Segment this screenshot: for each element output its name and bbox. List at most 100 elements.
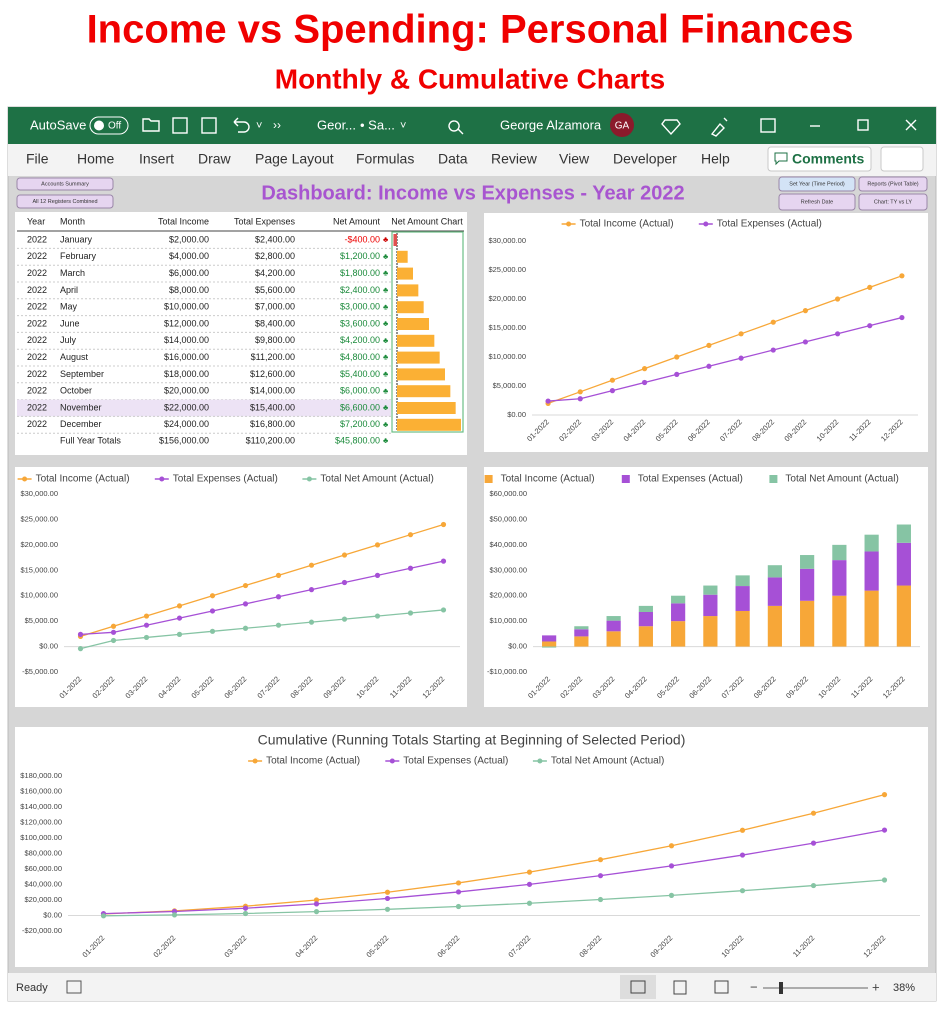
table-cell: $4,000.00 — [169, 251, 209, 261]
table-cell: $7,000.00 — [255, 302, 295, 312]
open-icon[interactable] — [142, 118, 160, 132]
save-icon[interactable] — [172, 117, 188, 134]
page-layout-icon[interactable] — [673, 980, 687, 995]
pen-icon[interactable] — [710, 117, 728, 137]
dashboard-button-label[interactable]: Refresh Date — [801, 199, 833, 205]
y-tick-label: $10,000.00 — [488, 352, 526, 361]
menu-item[interactable]: Developer — [613, 151, 677, 167]
table-cell: -$400.00 — [344, 234, 380, 244]
net-icon: ♣ — [383, 319, 389, 328]
dashboard-button[interactable] — [16, 177, 114, 191]
y-tick-label: $30,000.00 — [20, 489, 58, 498]
data-point — [455, 889, 462, 895]
menu-item[interactable]: Formulas — [356, 151, 414, 167]
data-point — [810, 840, 817, 846]
legend-label: Total Net Amount (Actual) — [551, 756, 664, 767]
menu-item[interactable]: Home — [77, 151, 115, 167]
dashboard-button-label[interactable]: Set Year (Time Period) — [789, 181, 845, 187]
data-point — [706, 363, 712, 369]
menu-item[interactable]: View — [559, 151, 590, 167]
bar-segment — [864, 590, 879, 647]
data-point — [242, 905, 249, 911]
y-tick-label: $25,000.00 — [20, 514, 58, 523]
table-cell: $6,000.00 — [340, 386, 380, 396]
data-point — [668, 843, 675, 849]
data-point — [609, 388, 616, 394]
dashboard-button-label[interactable]: All 12 Registers Combined — [32, 199, 97, 205]
table-cell: $14,000.00 — [250, 386, 295, 396]
net-icon: ♣ — [383, 403, 389, 412]
series-line — [548, 316, 903, 402]
page-break-icon[interactable] — [714, 980, 729, 994]
bar-segment — [767, 577, 782, 606]
status-bar — [8, 973, 936, 1001]
y-tick-label: $140,000.00 — [20, 802, 62, 811]
dashboard-button-label[interactable]: Chart: TY vs LY — [874, 199, 913, 205]
zoom-in[interactable]: + — [872, 979, 880, 994]
bar-segment — [767, 565, 782, 578]
diamond-icon[interactable] — [661, 119, 681, 136]
table-cell: 2022 — [27, 386, 47, 396]
dashboard-button[interactable] — [778, 193, 856, 211]
dashboard-button-label[interactable]: Reports (Pivot Table) — [867, 181, 918, 187]
bar-segment — [735, 575, 750, 587]
ribbon-icon[interactable] — [760, 118, 776, 133]
zoom-out[interactable]: − — [750, 979, 758, 994]
dashboard-button[interactable] — [858, 176, 928, 192]
undo-icon[interactable] — [233, 117, 250, 133]
toggle-state: Off — [108, 121, 121, 132]
y-tick-label: $160,000.00 — [20, 786, 62, 795]
dropdown-caret[interactable]: ˅ — [256, 120, 262, 132]
table-header: Year — [27, 216, 45, 226]
normal-view-active[interactable] — [620, 975, 656, 999]
share-button[interactable] — [880, 146, 924, 172]
quick-access-icons — [142, 117, 917, 137]
macro-icon[interactable] — [66, 980, 82, 994]
menu-item[interactable]: Review — [491, 151, 538, 167]
table-cell: July — [60, 335, 77, 345]
data-point — [407, 610, 414, 616]
y-tick-label: $15,000.00 — [20, 565, 58, 574]
user-avatar[interactable] — [610, 113, 634, 137]
search-icon[interactable] — [448, 120, 464, 135]
bar-segment — [606, 620, 621, 632]
maximize-icon[interactable] — [857, 119, 869, 131]
chart-panel — [15, 727, 928, 967]
normal-view-icon[interactable] — [630, 980, 646, 994]
legend-label: Total Expenses (Actual) — [403, 756, 508, 767]
bar-segment — [832, 560, 847, 596]
autosave-toggle[interactable] — [89, 116, 129, 135]
menu-items: File Home Insert Draw Page Layout Formulas Dat… — [26, 151, 730, 167]
comments-button[interactable] — [767, 146, 872, 172]
net-icon: ♣ — [383, 286, 389, 295]
menu-item[interactable]: File — [26, 151, 49, 167]
legend-label: Total Net Amount (Actual) — [785, 474, 898, 485]
table-cell: January — [60, 234, 93, 244]
bar-segment — [896, 542, 911, 586]
data-point — [275, 594, 282, 600]
y-tick-label: $30,000.00 — [489, 565, 527, 574]
dashboard-button[interactable] — [778, 176, 856, 192]
dashboard-button[interactable] — [858, 193, 928, 211]
file-caret[interactable]: ˅ — [400, 120, 406, 132]
table-cell: $9,800.00 — [255, 335, 295, 345]
more-commands[interactable]: ›› — [273, 118, 281, 132]
table-cell: $16,800.00 — [250, 419, 295, 429]
file-name[interactable]: Geor... — [317, 117, 356, 132]
menu-item[interactable]: Draw — [198, 151, 232, 167]
close-icon[interactable] — [905, 119, 917, 131]
menu-item[interactable]: Insert — [139, 151, 174, 167]
series-line — [103, 793, 885, 915]
menu-item[interactable]: Data — [438, 151, 468, 167]
bar-segment — [864, 551, 879, 591]
data-point — [597, 873, 604, 879]
zoom-thumb[interactable] — [779, 982, 783, 994]
dashboard-button[interactable] — [16, 194, 114, 209]
menu-item[interactable]: Help — [701, 151, 730, 167]
y-tick-label: $20,000.00 — [489, 591, 527, 600]
menu-item[interactable]: Page Layout — [255, 151, 334, 167]
dashboard-button-label[interactable]: Accounts Summary — [41, 181, 89, 187]
net-bar — [397, 301, 424, 314]
comments-label[interactable]: Comments — [792, 151, 865, 167]
save-as-icon[interactable] — [201, 117, 217, 134]
